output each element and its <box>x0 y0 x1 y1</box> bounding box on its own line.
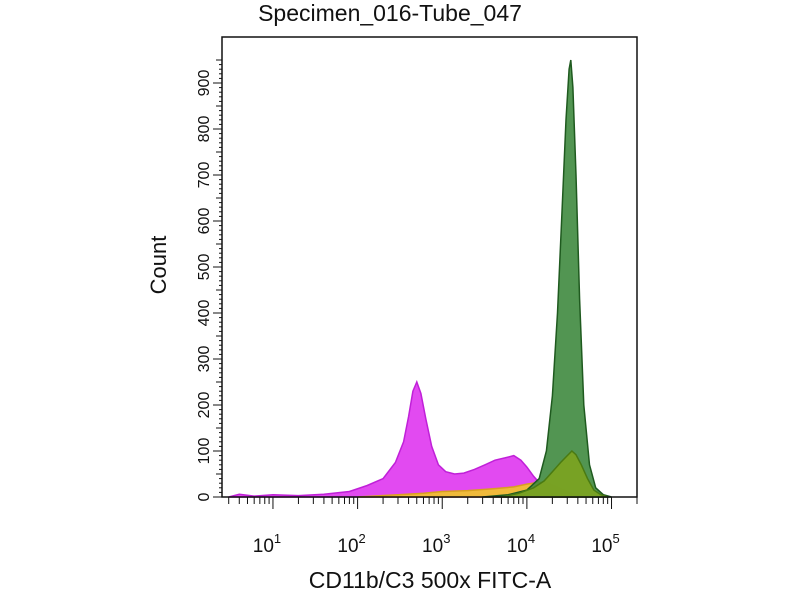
x-tick-label: 103 <box>422 531 450 557</box>
y-tick-label: 800 <box>196 116 213 143</box>
x-axis: 101 102 103 104 105 <box>228 497 638 557</box>
plot-area <box>228 59 612 498</box>
y-tick-label: 200 <box>196 392 213 419</box>
y-tick-label: 400 <box>196 300 213 327</box>
x-tick-label: 105 <box>591 531 619 557</box>
y-axis: 0 100 200 300 400 500 600 700 800 900 <box>196 59 222 501</box>
y-tick-label: 100 <box>196 438 213 465</box>
series-area-4 <box>501 449 608 498</box>
y-axis-label: Count <box>146 236 171 295</box>
y-tick-label: 600 <box>196 208 213 235</box>
series-area-3 <box>482 59 612 498</box>
chart-title: Specimen_016-Tube_047 <box>258 0 522 26</box>
x-tick-label: 101 <box>253 531 281 557</box>
y-tick-label: 0 <box>196 492 213 501</box>
y-tick-label: 500 <box>196 254 213 281</box>
y-tick-label: 700 <box>196 162 213 189</box>
series-area-1 <box>228 379 578 498</box>
plot-frame <box>221 36 638 498</box>
x-tick-label: 104 <box>507 531 535 557</box>
x-axis-label: CD11b/C3 500x FITC-A <box>309 567 552 593</box>
y-tick-label: 900 <box>196 70 213 97</box>
y-tick-label: 300 <box>196 346 213 373</box>
x-tick-label: 102 <box>337 531 365 557</box>
